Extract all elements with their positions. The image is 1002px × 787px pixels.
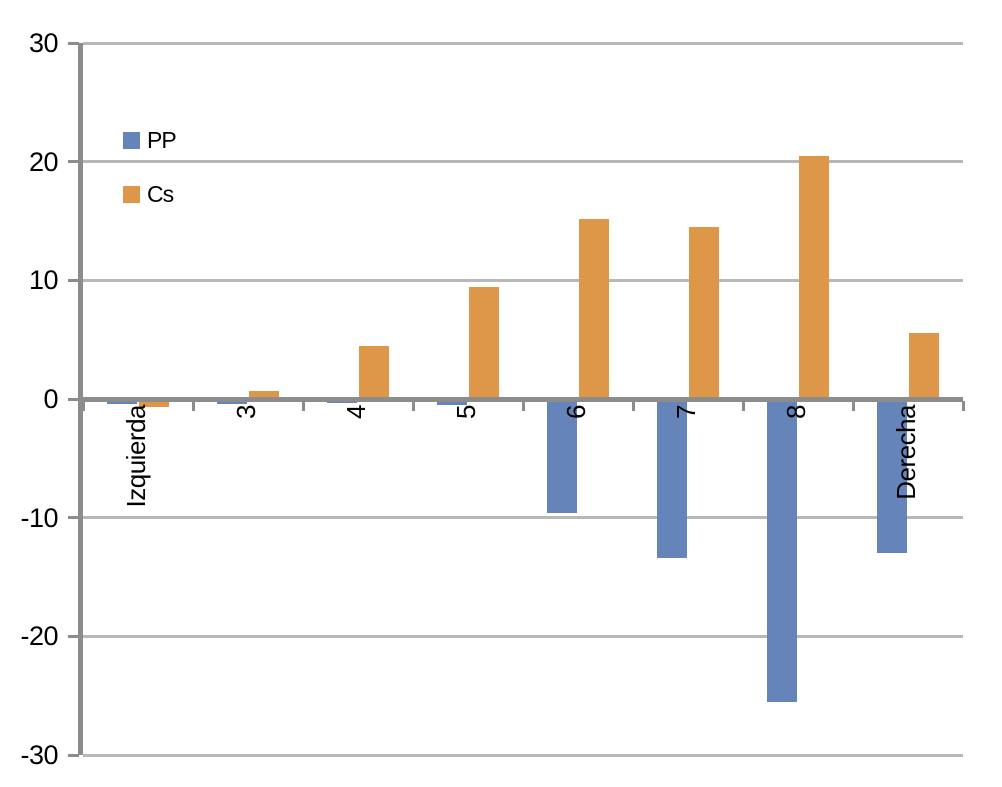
- legend-item-cs: Cs: [123, 181, 176, 207]
- bar-cs-1: [249, 390, 279, 399]
- gridline: [83, 516, 963, 520]
- y-axis-tick: [68, 753, 79, 757]
- y-axis-tick: [68, 160, 79, 164]
- x-axis-tick: [741, 401, 745, 411]
- x-axis-line: [78, 396, 963, 402]
- x-axis-tick: [191, 401, 195, 411]
- y-axis-tick-label: 30: [28, 28, 59, 58]
- y-axis-tick: [68, 278, 79, 282]
- bar-cs-4: [579, 218, 609, 399]
- y-axis-tick-label: 20: [28, 146, 59, 177]
- x-axis-tick: [521, 401, 525, 411]
- legend-swatch-pp: [123, 131, 140, 149]
- x-axis-category-label: 3: [231, 405, 261, 419]
- bar-cs-7: [909, 332, 939, 399]
- x-axis-category-label: 6: [561, 405, 591, 419]
- x-axis-tick: [301, 401, 305, 411]
- legend-label: PP: [147, 127, 177, 153]
- bar-pp-6: [767, 399, 797, 702]
- x-axis-category-label: Izquierda: [121, 405, 151, 508]
- bar-cs-0: [139, 399, 169, 408]
- bar-pp-7: [877, 399, 907, 554]
- x-axis-tick: [631, 401, 635, 411]
- bar-cs-5: [689, 226, 719, 399]
- x-axis-tick: [851, 401, 855, 411]
- bar-pp-5: [657, 399, 687, 558]
- legend-label: Cs: [147, 181, 174, 207]
- y-axis-tick-label: -20: [20, 621, 58, 652]
- bar-cs-3: [469, 287, 499, 399]
- x-axis-category-label: 4: [341, 405, 371, 419]
- bar-cs-2: [359, 345, 389, 399]
- y-axis-tick-label: -30: [20, 740, 58, 770]
- y-axis-tick: [68, 634, 79, 638]
- x-axis-tick: [961, 401, 965, 411]
- gridline: [83, 634, 963, 638]
- gridline: [83, 753, 963, 757]
- legend-item-pp: PP: [123, 127, 177, 153]
- x-axis-category-label: 8: [781, 405, 811, 419]
- y-axis-tick-label: 0: [43, 384, 58, 414]
- gridline: [83, 41, 963, 45]
- y-axis-tick-label: 10: [28, 265, 59, 296]
- y-axis-tick-label: -10: [20, 502, 58, 533]
- y-axis-tick: [68, 41, 79, 45]
- bar-pp-3: [437, 399, 467, 405]
- legend: PP Cs: [123, 127, 177, 239]
- bar-pp-4: [547, 399, 577, 513]
- x-axis-category-label: Derecha: [891, 405, 921, 500]
- x-axis-category-label: 7: [671, 405, 701, 419]
- y-axis-tick: [68, 397, 79, 401]
- y-axis-tick: [68, 516, 79, 520]
- gridline: [83, 160, 963, 164]
- x-axis-category-label: 5: [451, 405, 481, 419]
- legend-swatch-cs: [123, 185, 140, 203]
- gridline: [83, 278, 963, 282]
- bar-cs-6: [799, 155, 829, 399]
- x-axis-tick: [411, 401, 415, 411]
- x-axis-tick: [81, 401, 85, 411]
